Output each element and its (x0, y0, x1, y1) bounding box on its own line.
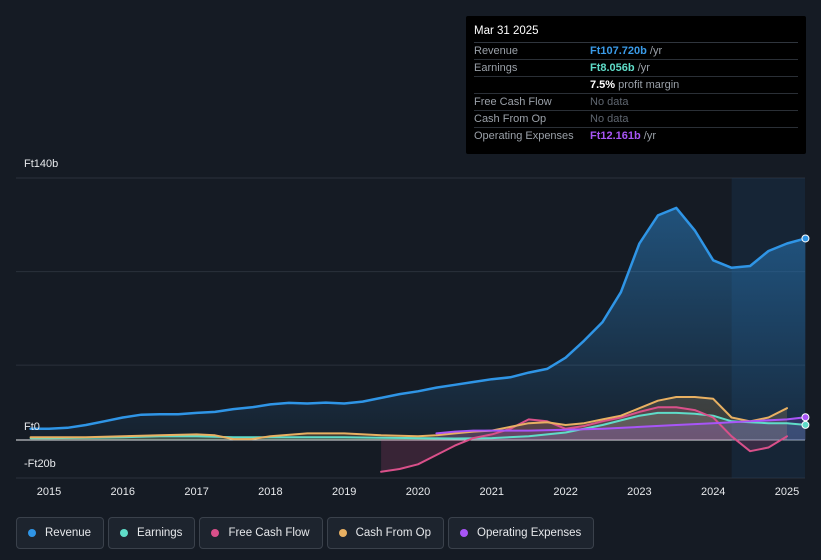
tooltip-row-unit: /yr (640, 130, 657, 142)
tooltip-row: Revenue Ft107.720b /yr (474, 43, 798, 60)
series-end-dot (801, 420, 810, 429)
x-tick-label: 2016 (111, 486, 135, 498)
x-tick-label: 2018 (258, 486, 282, 498)
legend-label: Free Cash Flow (228, 527, 310, 539)
tooltip-row: Free Cash Flow No data (474, 94, 798, 111)
series-area-revenue (30, 207, 806, 440)
x-tick-label: 2017 (184, 486, 208, 498)
x-tick-label: 2015 (37, 486, 61, 498)
tooltip-row: Earnings Ft8.056b /yr (474, 60, 798, 77)
tooltip-row-figure: Ft8.056b (590, 62, 635, 74)
legend-item-free-cash-flow[interactable]: Free Cash Flow (199, 517, 323, 549)
x-tick-label: 2023 (627, 486, 651, 498)
legend-label: Operating Expenses (477, 527, 582, 539)
y-tick-label: -Ft20b (24, 458, 56, 470)
series-area-free-cash-flow (381, 407, 787, 472)
tooltip-row-value: Ft12.161b /yr (590, 128, 656, 144)
series-area-earnings (30, 412, 806, 440)
tooltip-row-value: Ft107.720b /yr (590, 43, 662, 59)
tooltip-row: Operating Expenses Ft12.161b /yr (474, 128, 798, 144)
x-tick-label: 2025 (775, 486, 799, 498)
tooltip-row-value: 7.5% profit margin (590, 77, 679, 93)
legend-item-operating-expenses[interactable]: Operating Expenses (448, 517, 595, 549)
tooltip-row-unit: /yr (634, 62, 650, 74)
legend-dot-icon (28, 529, 36, 537)
tooltip-row-label (474, 77, 590, 93)
series-line-operating-expenses (435, 416, 807, 435)
tooltip-row-value: No data (590, 94, 629, 110)
tooltip-panel: Mar 31 2025 Revenue Ft107.720b /yr Earning… (466, 16, 806, 154)
legend-dot-icon (211, 529, 220, 537)
legend-dot-icon (460, 529, 469, 537)
legend-label: Earnings (137, 527, 183, 539)
tooltip-row: Cash From Op No data (474, 111, 798, 128)
tooltip-row-unit: /yr (646, 45, 663, 57)
x-tick-label: 2019 (332, 486, 356, 498)
tooltip-row-unit: No data (590, 113, 629, 125)
legend-label: Cash From Op (355, 527, 432, 539)
tooltip-row-label: Cash From Op (474, 113, 547, 125)
y-tick-label: Ft140b (24, 158, 58, 170)
tooltip-row-label: Earnings (474, 62, 518, 74)
x-tick-label: 2021 (480, 486, 504, 498)
tooltip-row-label: Revenue (474, 45, 519, 57)
series-end-dot (801, 234, 810, 243)
legend-item-earnings[interactable]: Earnings (108, 517, 196, 549)
tooltip-row-value: Ft8.056b /yr (590, 60, 650, 76)
tooltip-row-figure: Ft12.161b (590, 130, 641, 142)
legend-dot-icon (338, 529, 347, 537)
tooltip-date: Mar 31 2025 (474, 24, 798, 43)
x-tick-label: 2020 (406, 486, 430, 498)
legend-label: Revenue (45, 527, 92, 539)
tooltip-row-value: No data (590, 111, 629, 127)
series-line-revenue (29, 206, 807, 431)
tooltip-row: 7.5% profit margin (474, 77, 798, 94)
legend-dot-icon (120, 529, 129, 537)
legend-item-revenue[interactable]: Revenue (16, 517, 105, 549)
series-end-dot (801, 413, 810, 422)
legend-item-cash-from-op[interactable]: Cash From Op (326, 517, 445, 549)
y-tick-label: Ft0 (24, 421, 40, 433)
tooltip-row-figure: 7.5% (590, 79, 616, 91)
tooltip-row-figure: Ft107.720b (590, 45, 647, 57)
x-tick-label: 2022 (553, 486, 577, 498)
tooltip-row-unit: No data (590, 96, 629, 108)
legend: Revenue Earnings Free Cash Flow Cash From O… (16, 517, 595, 549)
tooltip-row-unit: profit margin (615, 79, 680, 91)
tooltip-row-label: Free Cash Flow (474, 96, 552, 108)
series-line-earnings (29, 411, 807, 440)
x-tick-label: 2024 (701, 486, 725, 498)
tooltip-row-label: Operating Expenses (474, 130, 574, 142)
